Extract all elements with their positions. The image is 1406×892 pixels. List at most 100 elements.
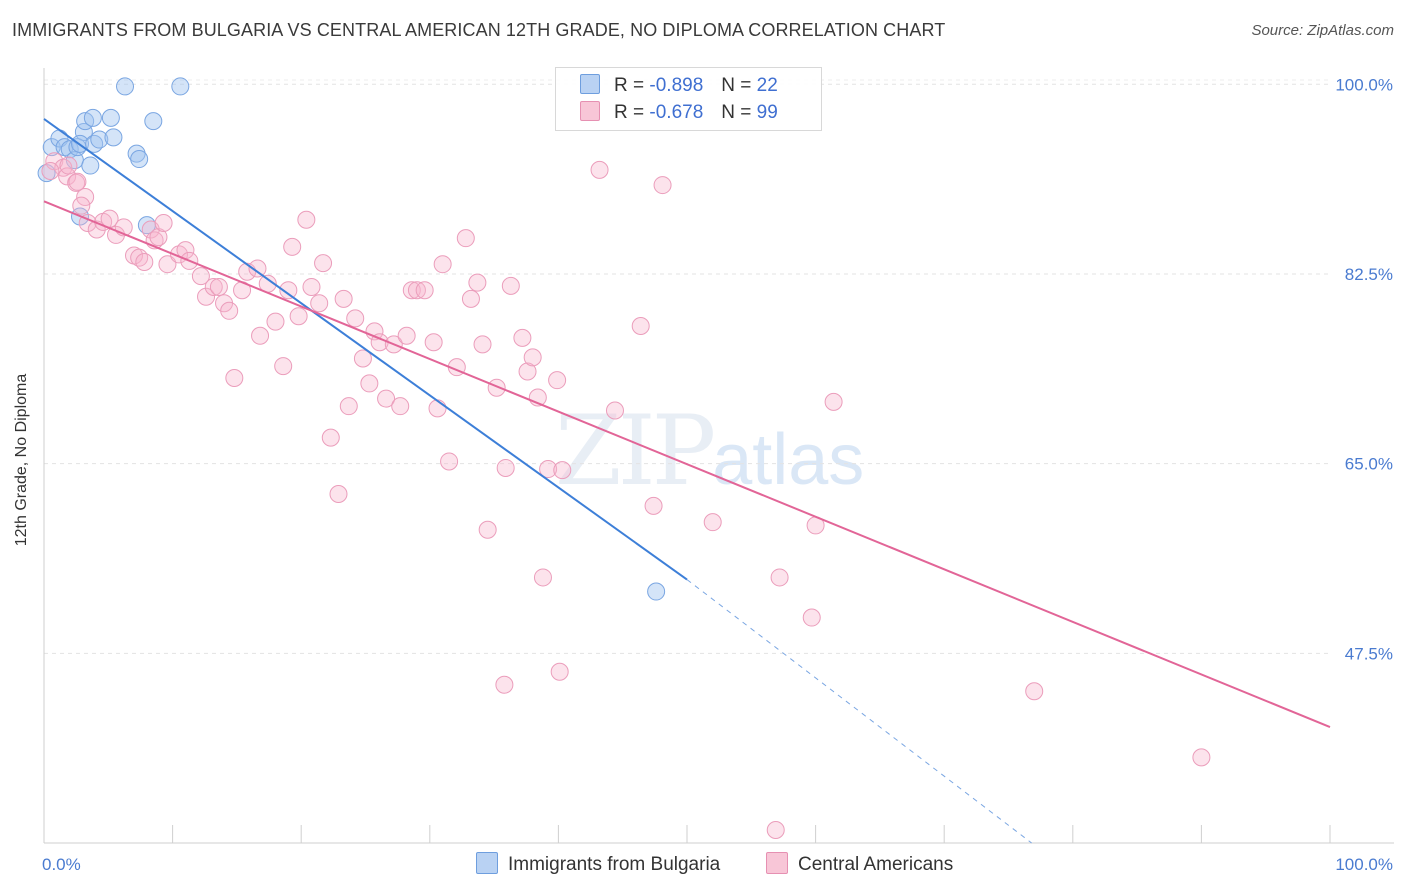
point-central-americans [496,458,515,477]
point-central-americans [377,389,396,408]
point-central-americans [283,237,302,256]
point-central-americans [289,307,308,326]
point-central-americans [197,287,216,306]
point-central-americans [468,273,487,292]
point-central-americans [321,428,340,447]
point-central-americans [339,397,358,416]
point-central-americans [440,452,459,471]
point-central-americans [407,281,426,300]
point-central-americans [310,294,329,313]
point-central-americans [220,301,239,320]
point-bulgaria [101,108,120,127]
legend-r-value-bulgaria: -0.898 [649,75,704,96]
point-central-americans [631,316,650,335]
point-central-americans [251,326,270,345]
point-bulgaria [130,150,149,169]
legend-swatch-central-americans [766,852,788,874]
point-central-americans [415,281,434,300]
point-central-americans [72,196,91,215]
grid-lines [44,79,1330,654]
point-central-americans [154,214,173,232]
y-tick-label: 100.0% [1335,75,1393,94]
legend-item-bulgaria[interactable]: Immigrants from Bulgaria [476,852,720,876]
point-central-americans [297,210,316,229]
trend-line-bulgaria [43,118,688,581]
point-bulgaria [171,77,190,96]
point-central-americans [770,568,789,587]
point-central-americans [149,228,168,247]
point-central-americans [824,392,843,411]
point-central-americans [473,335,492,354]
point-bulgaria [116,77,135,96]
point-central-americans [266,312,285,331]
point-central-americans [360,374,379,393]
point-central-americans [550,662,569,681]
point-central-americans [653,176,672,195]
legend-n-value-central-americans: 99 [756,102,778,123]
point-central-americans [248,259,267,278]
legend-n-value-bulgaria: 22 [756,75,778,96]
point-central-americans [334,289,353,308]
point-central-americans [539,460,558,479]
point-central-americans [428,399,447,418]
point-central-americans [424,333,443,352]
point-central-americans [402,281,421,300]
point-bulgaria [104,128,123,147]
y-tick-label: 65.0% [1345,455,1393,474]
point-bulgaria [83,108,102,127]
point-central-americans [518,362,537,381]
point-central-americans [533,568,552,587]
legend-label-central-americans: Central Americans [798,854,954,875]
point-central-americans [433,255,452,274]
legend-swatch-bulgaria [580,74,600,94]
chart-title: IMMIGRANTS FROM BULGARIA VS CENTRAL AMER… [12,20,946,40]
point-central-americans [397,326,416,345]
x-tick-label: 100.0% [1335,855,1393,874]
point-central-americans [456,229,475,248]
axes [43,68,1394,844]
legend-r-label: R = [614,75,645,96]
legend-label-bulgaria: Immigrants from Bulgaria [508,854,721,875]
point-central-americans [766,820,785,839]
legend-item-central-americans[interactable]: Central Americans [766,852,953,876]
legend-swatch-central-americans [580,101,600,121]
point-central-americans [553,461,572,480]
point-central-americans [279,281,298,300]
point-central-americans [59,156,78,175]
y-tick-label: 47.5% [1345,644,1393,663]
point-central-americans [67,173,86,192]
point-central-americans [225,369,244,387]
point-central-americans [523,348,542,367]
stats-legend: R = -0.898 N = 22 R = -0.678 N = 99 [555,67,822,131]
tick-labels: 47.5% 65.0% 82.5% 100.0% 0.0% 100.0% [42,75,1393,874]
legend-r-value-central-americans: -0.678 [649,102,704,123]
point-central-americans [45,152,64,171]
point-central-americans [495,675,514,694]
point-central-americans [478,520,497,539]
point-central-americans [487,378,506,397]
legend-r-label: R = [614,102,645,123]
point-central-americans [209,277,228,296]
point-central-americans [274,357,293,376]
point-central-americans [158,255,177,274]
point-central-americans [353,349,372,368]
trend-line-bulgaria-extension [686,579,1032,844]
watermark-zip: ZIP [555,395,716,507]
point-central-americans [329,484,348,503]
point-central-americans [68,172,87,191]
point-central-americans [644,496,663,515]
point-central-americans [76,187,95,206]
watermark: ZIPatlas [555,395,864,507]
point-central-americans [314,254,333,273]
point-central-americans [204,277,223,296]
legend-n-label: N = [721,75,752,96]
point-central-americans [391,397,410,416]
point-bulgaria [81,156,100,175]
point-central-americans [1025,682,1044,701]
point-central-americans [802,608,821,627]
point-central-americans [548,371,567,390]
trend-lines [43,118,1331,844]
point-central-americans [703,513,722,532]
point-central-americans [590,160,609,179]
